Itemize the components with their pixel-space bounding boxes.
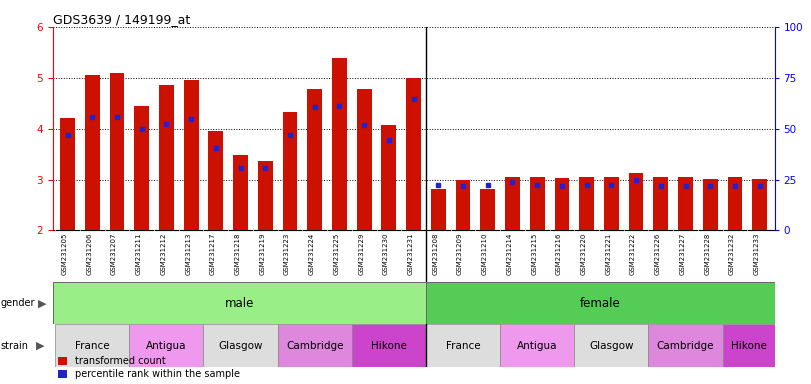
Text: Antigua: Antigua: [146, 341, 187, 351]
Text: GSM231226: GSM231226: [654, 233, 661, 275]
Text: GSM231227: GSM231227: [680, 233, 685, 275]
Bar: [184, 80, 199, 230]
Text: Antigua: Antigua: [517, 341, 557, 351]
Bar: [53, 282, 426, 324]
Bar: [629, 174, 643, 230]
Bar: [60, 118, 75, 230]
Bar: [258, 161, 272, 230]
Bar: [505, 177, 520, 230]
Text: ▶: ▶: [38, 298, 46, 308]
Bar: [55, 324, 129, 367]
Text: GSM231232: GSM231232: [729, 233, 735, 275]
Text: GSM231231: GSM231231: [408, 233, 414, 275]
Text: France: France: [446, 341, 480, 351]
Text: Hikone: Hikone: [371, 341, 407, 351]
Text: GSM231223: GSM231223: [284, 233, 290, 275]
Text: GSM231220: GSM231220: [581, 233, 586, 275]
Text: GSM231214: GSM231214: [507, 233, 513, 275]
Text: GSM231229: GSM231229: [358, 233, 364, 275]
Text: female: female: [580, 297, 620, 310]
Bar: [234, 155, 248, 230]
Bar: [109, 73, 124, 230]
Bar: [426, 324, 500, 367]
Text: GSM231230: GSM231230: [383, 233, 389, 275]
Text: GSM231207: GSM231207: [111, 233, 117, 275]
Text: ▶: ▶: [36, 341, 44, 351]
Text: Glasgow: Glasgow: [218, 341, 263, 351]
Text: GSM231212: GSM231212: [161, 233, 166, 275]
Bar: [456, 180, 470, 230]
Text: GSM231209: GSM231209: [457, 233, 463, 275]
Bar: [649, 324, 723, 367]
Bar: [129, 324, 204, 367]
Legend: transformed count, percentile rank within the sample: transformed count, percentile rank withi…: [58, 356, 240, 379]
Bar: [426, 282, 775, 324]
Text: GSM231225: GSM231225: [333, 233, 340, 275]
Bar: [204, 324, 277, 367]
Bar: [431, 189, 446, 230]
Text: GSM231228: GSM231228: [704, 233, 710, 275]
Bar: [480, 189, 496, 230]
Bar: [352, 324, 426, 367]
Bar: [753, 179, 767, 230]
Text: GSM231205: GSM231205: [62, 233, 67, 275]
Text: gender: gender: [1, 298, 36, 308]
Bar: [678, 177, 693, 230]
Bar: [530, 177, 545, 230]
Bar: [703, 179, 718, 230]
Text: Cambridge: Cambridge: [657, 341, 714, 351]
Bar: [357, 89, 371, 230]
Bar: [604, 177, 619, 230]
Bar: [555, 178, 569, 230]
Text: GSM231216: GSM231216: [556, 233, 562, 275]
Text: GSM231211: GSM231211: [135, 233, 142, 275]
Text: GSM231206: GSM231206: [86, 233, 92, 275]
Text: Glasgow: Glasgow: [589, 341, 633, 351]
Bar: [208, 131, 223, 230]
Bar: [723, 324, 775, 367]
Bar: [85, 75, 100, 230]
Text: GSM231219: GSM231219: [260, 233, 265, 275]
Text: GSM231215: GSM231215: [531, 233, 537, 275]
Bar: [159, 85, 174, 230]
Text: GSM231213: GSM231213: [185, 233, 191, 275]
Bar: [135, 106, 149, 230]
Text: GSM231224: GSM231224: [309, 233, 315, 275]
Text: GSM231217: GSM231217: [210, 233, 216, 275]
Bar: [406, 78, 421, 230]
Text: GSM231222: GSM231222: [630, 233, 636, 275]
Bar: [574, 324, 649, 367]
Bar: [727, 177, 742, 230]
Bar: [277, 324, 352, 367]
Text: France: France: [75, 341, 109, 351]
Bar: [307, 89, 322, 230]
Text: GSM231208: GSM231208: [432, 233, 438, 275]
Bar: [500, 324, 574, 367]
Bar: [381, 124, 397, 230]
Text: male: male: [225, 297, 254, 310]
Bar: [282, 113, 298, 230]
Bar: [579, 177, 594, 230]
Text: GSM231233: GSM231233: [753, 233, 760, 275]
Text: Hikone: Hikone: [731, 341, 766, 351]
Text: Cambridge: Cambridge: [286, 341, 344, 351]
Bar: [654, 177, 668, 230]
Text: strain: strain: [1, 341, 29, 351]
Text: GSM231221: GSM231221: [605, 233, 611, 275]
Text: GSM231218: GSM231218: [234, 233, 241, 275]
Bar: [332, 58, 347, 230]
Text: GDS3639 / 149199_at: GDS3639 / 149199_at: [53, 13, 190, 26]
Text: GSM231210: GSM231210: [482, 233, 487, 275]
